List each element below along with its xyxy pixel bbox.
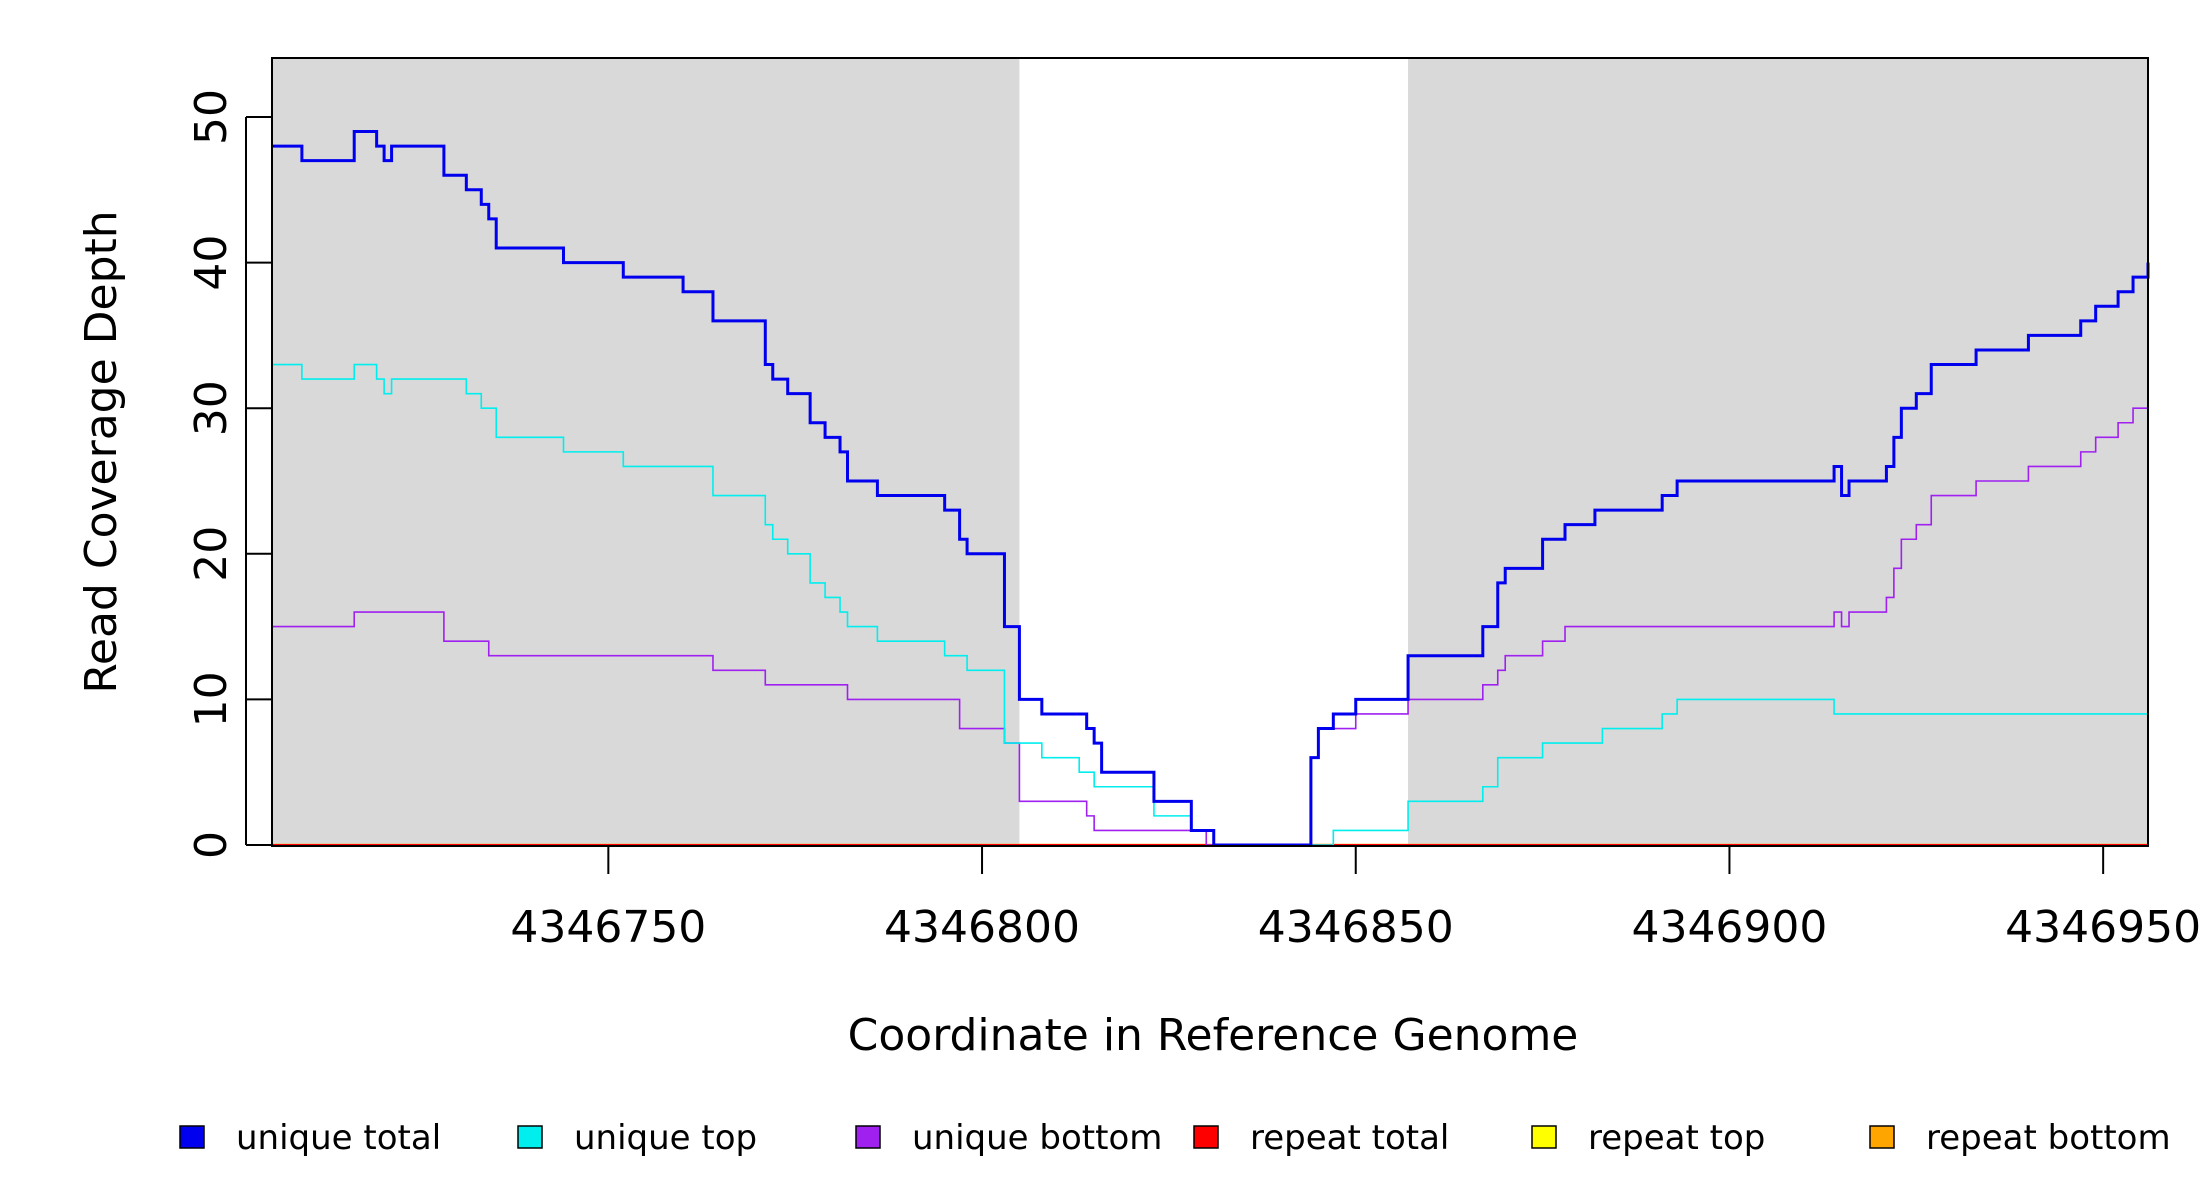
y-tick-label: 10 (186, 671, 237, 727)
legend-label-unique-bottom: unique bottom (912, 1118, 1162, 1158)
shaded-region-0 (272, 58, 1020, 846)
legend-swatch-unique-bottom (855, 1125, 881, 1149)
legend-label-repeat-top: repeat top (1588, 1118, 1765, 1158)
y-tick-label: 40 (186, 235, 237, 291)
y-tick-label: 0 (186, 831, 237, 859)
y-axis-title: Read Coverage Depth (76, 210, 127, 693)
legend-label-unique-total: unique total (236, 1118, 441, 1158)
legend-swatch-repeat-bottom (1869, 1125, 1895, 1149)
y-tick-label: 30 (186, 380, 237, 436)
x-axis-title: Coordinate in Reference Genome (848, 1010, 1579, 1061)
legend-label-repeat-bottom: repeat bottom (1926, 1118, 2171, 1158)
x-tick-label: 4346950 (2005, 902, 2200, 953)
shaded-region-1 (1408, 58, 2148, 846)
shaded-regions (272, 58, 2148, 846)
series-line-unique-total (272, 130, 2150, 847)
y-axis: 0 10 20 30 40 50 (186, 89, 272, 859)
legend-label-unique-top: unique top (574, 1118, 757, 1158)
x-tick-label: 4346750 (510, 902, 706, 953)
legend-swatch-repeat-top (1531, 1125, 1557, 1149)
x-tick-label: 4346900 (1631, 902, 1827, 953)
plot-frame (271, 57, 2149, 847)
y-tick-label: 50 (186, 89, 237, 145)
legend-label-repeat-total: repeat total (1250, 1118, 1449, 1158)
x-axis: 4346750 4346800 4346850 4346900 4346950 (510, 846, 2200, 953)
legend-swatch-unique-total (179, 1125, 205, 1149)
legend-swatch-repeat-total (1193, 1125, 1219, 1149)
legend: unique total unique top unique bottom repea… (179, 1118, 2171, 1158)
legend-swatch-unique-top (517, 1125, 543, 1149)
series-line-unique-top (272, 363, 2148, 846)
series-line-unique-bottom (272, 393, 2149, 846)
y-tick-label: 20 (186, 526, 237, 582)
x-tick-label: 4346800 (884, 902, 1080, 953)
x-tick-label: 4346850 (1258, 902, 1454, 953)
